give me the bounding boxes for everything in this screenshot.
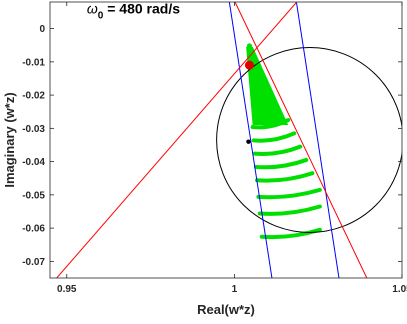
red-point-marker bbox=[244, 60, 254, 70]
blue-boundary-line bbox=[295, 2, 340, 278]
plot-background bbox=[50, 2, 402, 278]
point-cloud-band bbox=[257, 204, 322, 216]
x-tick-label: 1.05 bbox=[392, 284, 407, 295]
y-tick-label: -0.02 bbox=[22, 91, 45, 102]
y-tick-label: -0.06 bbox=[22, 224, 45, 235]
x-tick-label: 0.95 bbox=[57, 284, 77, 295]
point-cloud-band bbox=[253, 157, 309, 170]
omega-annotation: ω0 = 480 rad/s bbox=[87, 1, 180, 22]
omega-symbol: ω bbox=[87, 1, 98, 17]
y-tick-label: -0.03 bbox=[22, 124, 45, 135]
point-cloud-band bbox=[259, 227, 322, 240]
plot-area bbox=[56, 2, 402, 278]
point-cloud-band bbox=[256, 187, 322, 200]
axes-box bbox=[49, 1, 403, 279]
black-point-marker bbox=[246, 139, 251, 144]
y-tick-label: 0 bbox=[39, 24, 45, 35]
point-cloud-apex bbox=[246, 43, 252, 49]
omega-subscript: 0 bbox=[98, 11, 104, 22]
x-tick-label: 1 bbox=[232, 284, 238, 295]
y-axis-label: Imaginary (w*z) bbox=[2, 92, 17, 187]
point-cloud-wedge bbox=[246, 46, 289, 126]
point-cloud-band bbox=[255, 171, 315, 183]
point-cloud-band bbox=[250, 118, 291, 130]
y-tick-label: -0.07 bbox=[22, 257, 45, 268]
x-axis-label: Real(w*z) bbox=[197, 302, 255, 317]
red-boundary-line bbox=[234, 2, 368, 278]
point-cloud bbox=[246, 43, 322, 240]
omega-value: = 480 rad/s bbox=[103, 1, 180, 17]
y-tick-label: -0.01 bbox=[22, 57, 45, 68]
y-tick-label: -0.05 bbox=[22, 190, 45, 201]
blue-boundary-line bbox=[228, 2, 273, 278]
reference-circle bbox=[216, 47, 402, 233]
point-cloud-band bbox=[251, 131, 297, 143]
point-cloud-band bbox=[252, 144, 303, 156]
axis-ticks: 0.95 1 1.05 0 -0.01 -0.02 -0.03 -0.04 -0.05 -0.06… bbox=[22, 2, 407, 295]
y-tick-label: -0.04 bbox=[22, 157, 45, 168]
